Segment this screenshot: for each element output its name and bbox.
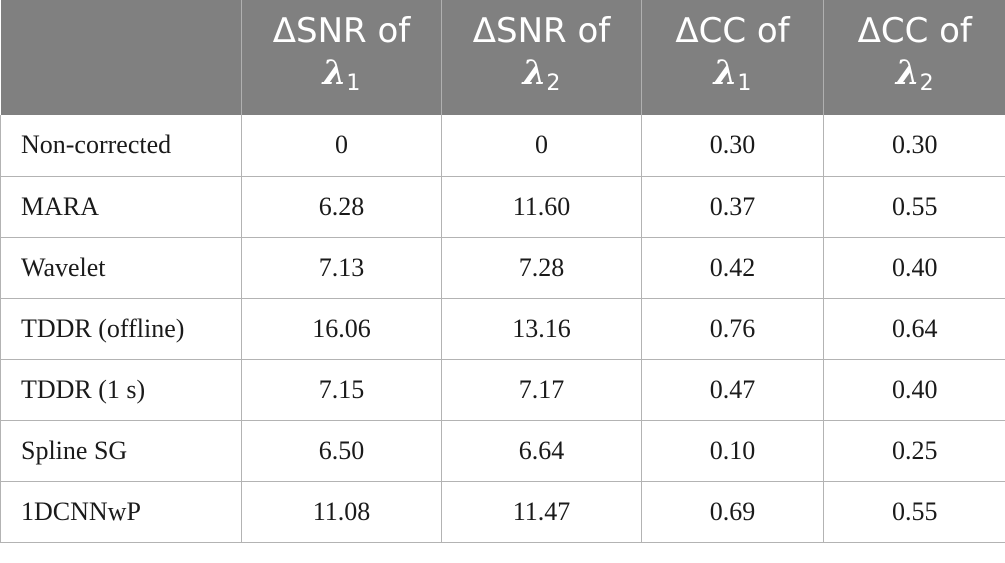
method-cell: Wavelet bbox=[0, 236, 242, 299]
cc-lambda1-cell: 0.76 bbox=[641, 297, 824, 360]
lambda-index: 2 bbox=[546, 71, 561, 96]
cc-lambda2-cell: 0.40 bbox=[823, 358, 1005, 421]
snr-lambda2-cell: 11.47 bbox=[441, 480, 642, 543]
cc-lambda2-cell: 0.55 bbox=[823, 480, 1005, 543]
lambda-index: 2 bbox=[919, 71, 934, 96]
table-row: MARA 6.28 11.60 0.37 0.55 bbox=[0, 175, 1005, 238]
snr-lambda2-cell: 0 bbox=[441, 115, 642, 177]
lambda-index: 1 bbox=[737, 71, 752, 96]
lambda-symbol: λ bbox=[522, 53, 547, 93]
snr-lambda1-cell: 11.08 bbox=[241, 480, 442, 543]
cc-lambda2-cell: 0.30 bbox=[823, 115, 1005, 177]
method-cell: Non-corrected bbox=[0, 115, 242, 177]
cc-lambda1-cell: 0.10 bbox=[641, 419, 824, 482]
cc-lambda1-cell: 0.47 bbox=[641, 358, 824, 421]
snr-lambda2-cell: 6.64 bbox=[441, 419, 642, 482]
table-row: Wavelet 7.13 7.28 0.42 0.40 bbox=[0, 236, 1005, 299]
header-label: ΔCC of bbox=[857, 11, 972, 51]
table-row: Non-corrected 0 0 0.30 0.30 bbox=[0, 115, 1005, 177]
snr-lambda2-cell: 7.28 bbox=[441, 236, 642, 299]
snr-lambda1-cell: 7.13 bbox=[241, 236, 442, 299]
cc-lambda1-cell: 0.69 bbox=[641, 480, 824, 543]
header-cell-method bbox=[0, 0, 242, 115]
method-cell: TDDR (offline) bbox=[0, 297, 242, 360]
table-row: 1DCNNwP 11.08 11.47 0.69 0.55 bbox=[0, 480, 1005, 543]
header-cell-delta-cc-lambda2: ΔCC of λ2 bbox=[823, 0, 1005, 115]
header-cell-delta-snr-lambda2: ΔSNR of λ2 bbox=[441, 0, 642, 115]
snr-lambda2-cell: 11.60 bbox=[441, 175, 642, 238]
cc-lambda1-cell: 0.30 bbox=[641, 115, 824, 177]
method-cell: 1DCNNwP bbox=[0, 480, 242, 543]
cc-lambda2-cell: 0.25 bbox=[823, 419, 1005, 482]
snr-lambda1-cell: 0 bbox=[241, 115, 442, 177]
lambda-symbol: λ bbox=[322, 53, 347, 93]
cc-lambda2-cell: 0.64 bbox=[823, 297, 1005, 360]
snr-lambda2-cell: 7.17 bbox=[441, 358, 642, 421]
header-label: ΔSNR of bbox=[272, 11, 411, 51]
header-label: ΔCC of bbox=[675, 11, 790, 51]
snr-lambda1-cell: 6.50 bbox=[241, 419, 442, 482]
header-cell-delta-cc-lambda1: ΔCC of λ1 bbox=[641, 0, 824, 115]
table-row: TDDR (1 s) 7.15 7.17 0.47 0.40 bbox=[0, 358, 1005, 421]
header-label: ΔSNR of bbox=[472, 11, 611, 51]
cc-lambda1-cell: 0.37 bbox=[641, 175, 824, 238]
method-cell: MARA bbox=[0, 175, 242, 238]
table-row: Spline SG 6.50 6.64 0.10 0.25 bbox=[0, 419, 1005, 482]
header-row: ΔSNR of λ1 ΔSNR of λ2 ΔCC of λ1 ΔCC of λ… bbox=[0, 0, 1005, 115]
results-table: ΔSNR of λ1 ΔSNR of λ2 ΔCC of λ1 ΔCC of λ… bbox=[0, 0, 1005, 543]
table-row: TDDR (offline) 16.06 13.16 0.76 0.64 bbox=[0, 297, 1005, 360]
lambda-symbol: λ bbox=[895, 53, 920, 93]
cc-lambda2-cell: 0.40 bbox=[823, 236, 1005, 299]
lambda-index: 1 bbox=[346, 71, 361, 96]
lambda-symbol: λ bbox=[713, 53, 738, 93]
snr-lambda1-cell: 6.28 bbox=[241, 175, 442, 238]
header-cell-delta-snr-lambda1: ΔSNR of λ1 bbox=[241, 0, 442, 115]
cc-lambda1-cell: 0.42 bbox=[641, 236, 824, 299]
cc-lambda2-cell: 0.55 bbox=[823, 175, 1005, 238]
method-cell: TDDR (1 s) bbox=[0, 358, 242, 421]
method-cell: Spline SG bbox=[0, 419, 242, 482]
snr-lambda1-cell: 7.15 bbox=[241, 358, 442, 421]
snr-lambda2-cell: 13.16 bbox=[441, 297, 642, 360]
snr-lambda1-cell: 16.06 bbox=[241, 297, 442, 360]
